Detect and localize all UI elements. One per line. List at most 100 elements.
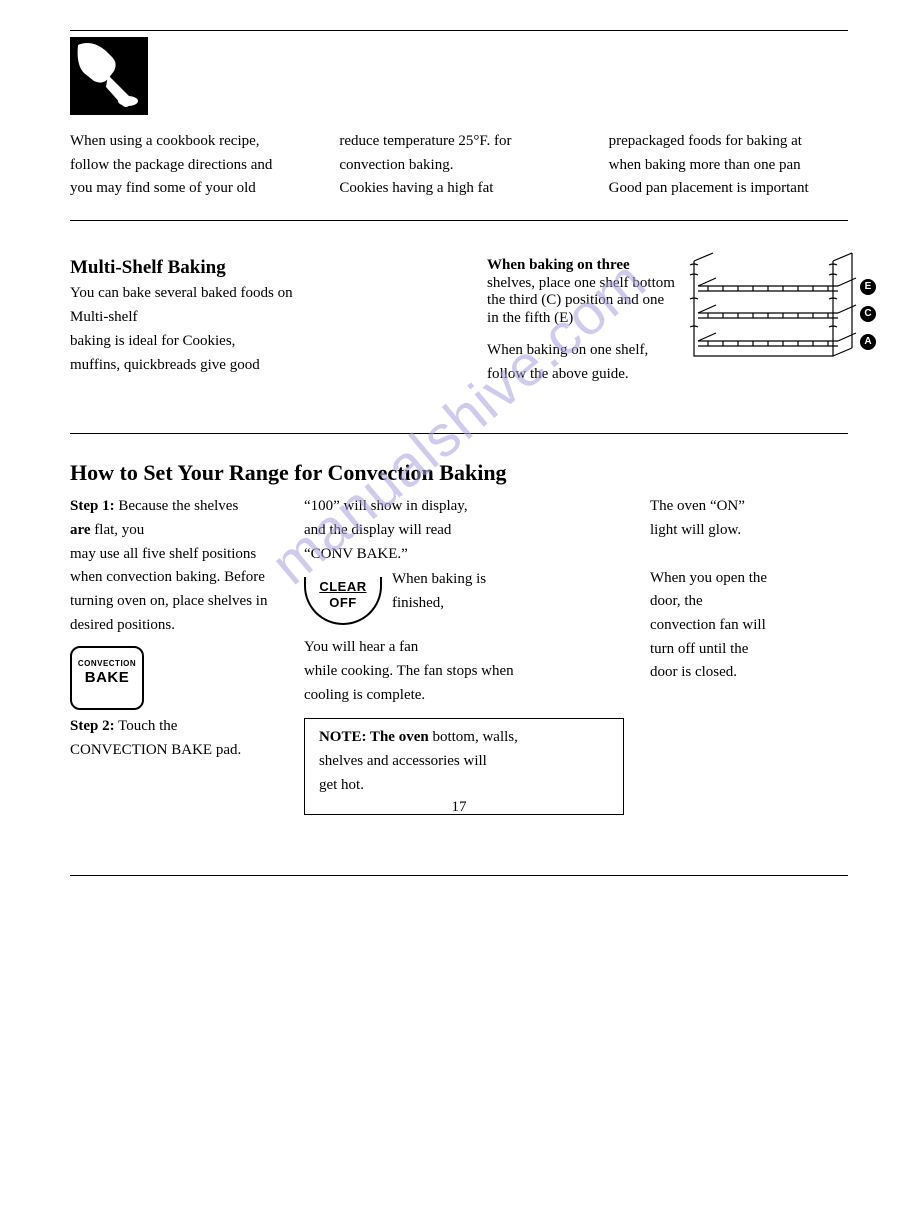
t: until the <box>695 641 748 657</box>
t: turning oven on, place <box>70 593 204 609</box>
t: bottom <box>632 275 675 291</box>
t: You will hear a fan <box>304 639 624 657</box>
t: baking is ideal for <box>70 333 179 349</box>
how-columns: Step 1: Because the shelves are flat, yo… <box>70 498 848 815</box>
t: shelves, place one shelf <box>487 275 629 291</box>
multi-shelf-right: When baking on three shelves, place one … <box>487 257 848 389</box>
intro-text: convection baking. <box>339 157 453 173</box>
t: CONVECTION BAKE pad. <box>70 742 278 760</box>
t: The oven <box>650 498 706 514</box>
t: cooling is complete. <box>304 687 624 705</box>
t: door, the <box>650 593 848 611</box>
t: and the display will read <box>304 522 624 540</box>
t: “1 <box>304 498 318 514</box>
clear-off-line2: OFF <box>306 595 380 610</box>
intro-text: follow the package directions and <box>70 157 272 173</box>
how-col-mid: “100” will show in display, and the disp… <box>304 498 624 815</box>
section-rule-1 <box>70 220 848 221</box>
intro-col-1: When using a cookbook recipe, follow the… <box>70 133 309 204</box>
t: bottom, walls, <box>429 729 518 745</box>
t: cool <box>304 687 330 703</box>
conv-bake-line1: CONVECTION <box>78 659 136 668</box>
t: the above guide. <box>530 366 629 382</box>
t: muffins, quickbreads give <box>70 357 226 373</box>
triangle-up-icon <box>100 688 114 697</box>
intro-text: when baking more than one pan <box>609 157 801 173</box>
page-root: manualshive.com When using a cookbook re… <box>70 30 848 876</box>
page-number: 17 <box>70 799 848 817</box>
t: good <box>230 357 260 373</box>
t: follow <box>487 366 526 382</box>
t: get <box>319 777 337 793</box>
ms-text: baking is ideal for Cookies, <box>70 333 467 351</box>
shelf-label-a: A <box>860 334 876 350</box>
t: When you open the <box>650 570 848 588</box>
multi-shelf-left: Multi-Shelf Baking You can bake several … <box>70 257 467 389</box>
t: 00” will <box>318 498 367 514</box>
intro-columns: When using a cookbook recipe, follow the… <box>70 133 848 204</box>
section-rule-2 <box>70 433 848 434</box>
t: one shelf, <box>590 342 648 358</box>
t: When baking is <box>392 571 486 589</box>
t: Because the shelves <box>115 498 239 514</box>
t: stops when <box>443 663 514 679</box>
t: NOTE: The oven bottom, walls, <box>319 729 609 747</box>
intro-text: When using a cookbook recipe, <box>70 133 260 149</box>
t: show in display, <box>367 498 468 514</box>
intro-text: prepackaged foods for baking at <box>609 133 802 149</box>
ms-text: You can bake several baked foods on <box>70 285 467 303</box>
t: “CONV BAKE.” <box>304 546 624 564</box>
intro-text: you may find some of your old <box>70 180 256 196</box>
t: baked <box>201 285 237 301</box>
t: convection fan will <box>650 617 848 635</box>
t: You will hear <box>304 639 385 655</box>
intro-col-3: prepackaged foods for baking at when bak… <box>609 133 848 204</box>
intro-text: reduce temperature 25°F. for <box>339 133 511 149</box>
intro-col-2: reduce temperature 25°F. for convection … <box>339 133 578 204</box>
t: the third <box>487 292 537 308</box>
t: Multi-shelf <box>70 309 138 325</box>
t: When baking <box>392 571 472 587</box>
shelf-label-e: E <box>860 279 876 295</box>
ms-text: muffins, quickbreads give good <box>70 357 467 375</box>
intro-text: Cookies having a high fat <box>339 180 493 196</box>
t: while cooking. The fan stops when <box>304 663 624 681</box>
ms-text: Multi-shelf <box>70 309 467 327</box>
t: “100” will show in display, <box>304 498 624 516</box>
t: Step 1: <box>70 498 115 514</box>
t: are flat, you <box>70 522 278 540</box>
t: foods on <box>241 285 293 301</box>
t: turn off <box>650 641 695 657</box>
conv-bake-line2: BAKE <box>85 669 130 687</box>
t: Touch the <box>115 718 178 734</box>
t: NOTE: The oven <box>319 729 429 745</box>
t: The oven “ON” <box>650 498 848 516</box>
push-button-hand-icon <box>70 37 148 115</box>
t: open the <box>712 570 767 586</box>
shelf-label-c: C <box>860 306 876 322</box>
t: Cookies, <box>182 333 235 349</box>
t: get hot. <box>319 777 609 795</box>
t: light will glow. <box>650 522 848 540</box>
t: in the fifth (E) <box>487 310 573 326</box>
step2: Step 2: Touch the <box>70 718 278 736</box>
oven-rack-diagram: E C A <box>688 251 858 371</box>
how-heading: How to Set Your Range for Convection Bak… <box>70 460 848 486</box>
t: read <box>422 522 452 538</box>
t: When baking on three <box>487 257 630 273</box>
bottom-rule <box>70 875 848 876</box>
convection-bake-pad-icon: CONVECTION BAKE <box>70 646 144 710</box>
t: is <box>472 571 486 587</box>
t: door <box>650 593 677 609</box>
t: (C) position and one <box>541 292 664 308</box>
t: when convection baking. Before <box>70 569 278 587</box>
how-col-left: Step 1: Because the shelves are flat, yo… <box>70 498 278 815</box>
step1: Step 1: Because the shelves <box>70 498 278 516</box>
t: desired positions. <box>70 617 278 635</box>
t: When you <box>650 570 712 586</box>
t: , the <box>677 593 703 609</box>
t: and the display will <box>304 522 422 538</box>
t: “ON” <box>706 498 745 514</box>
t: a fan <box>385 639 418 655</box>
t: door is closed. <box>650 664 848 682</box>
